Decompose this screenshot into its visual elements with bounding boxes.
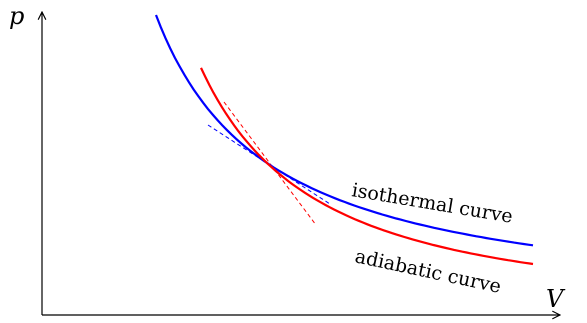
adiabatic-tangent-line [223,101,317,226]
x-axis-label: V [546,285,566,313]
adiabatic-curve [200,67,534,266]
adiabatic-curve-label: adiabatic curve [353,245,503,297]
isothermal-curve-label: isothermal curve [350,179,514,228]
isothermal-curve [154,14,534,247]
y-axis-label: p [9,2,24,30]
